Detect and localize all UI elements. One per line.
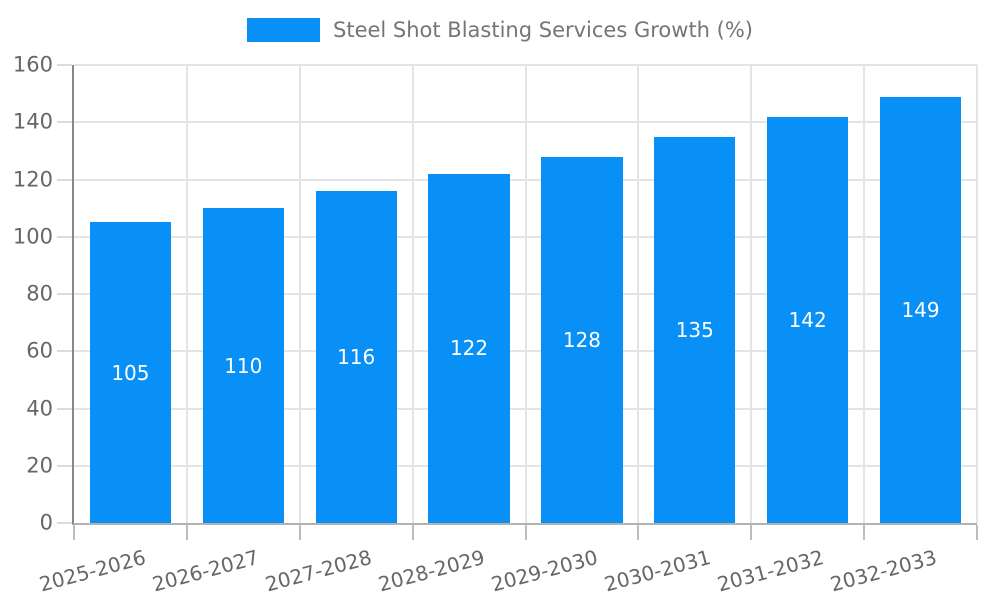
bar-value-label: 135 bbox=[675, 317, 714, 342]
bar[interactable]: 110 bbox=[202, 208, 284, 523]
x-axis-tick bbox=[524, 525, 527, 540]
y-axis-tick bbox=[57, 121, 72, 124]
x-axis-label: 2032-2033 bbox=[827, 545, 939, 597]
x-axis-tick bbox=[185, 525, 188, 540]
x-axis-tick bbox=[863, 525, 866, 540]
y-axis-tick bbox=[57, 407, 72, 410]
x-axis-tick bbox=[750, 525, 753, 540]
x-axis-label: 2028-2029 bbox=[375, 545, 488, 597]
x-axis-tick bbox=[976, 525, 978, 540]
bar[interactable]: 116 bbox=[315, 190, 397, 523]
y-axis-tick-label: 40 bbox=[26, 396, 53, 421]
x-axis-label: 2030-2031 bbox=[601, 545, 714, 597]
bar[interactable]: 142 bbox=[767, 116, 849, 523]
bar-value-label: 122 bbox=[449, 336, 489, 361]
bar-value-label: 110 bbox=[224, 353, 263, 378]
gridline-vertical bbox=[298, 65, 301, 523]
y-axis-tick bbox=[57, 522, 72, 524]
x-axis-tick bbox=[298, 525, 301, 540]
y-axis-tick bbox=[57, 350, 72, 353]
bar-value-label: 149 bbox=[901, 297, 940, 322]
chart-legend: Steel Shot Blasting Services Growth (%) bbox=[0, 18, 1000, 42]
y-axis-tick bbox=[57, 293, 72, 295]
bar-value-label: 142 bbox=[788, 307, 827, 332]
bar-value-label: 116 bbox=[337, 344, 376, 369]
legend-item[interactable]: Steel Shot Blasting Services Growth (%) bbox=[247, 18, 753, 42]
gridline-vertical bbox=[524, 65, 527, 523]
y-axis-tick bbox=[57, 64, 72, 66]
bar-value-label: 128 bbox=[562, 327, 602, 352]
y-axis-tick-label: 100 bbox=[12, 224, 53, 249]
legend-color-swatch bbox=[247, 18, 320, 42]
x-axis-label: 2029-2030 bbox=[488, 545, 601, 597]
x-axis-label: 2026-2027 bbox=[150, 545, 262, 597]
y-axis-tick-label: 0 bbox=[39, 510, 53, 535]
y-axis-tick bbox=[57, 464, 72, 467]
x-axis-tick bbox=[637, 525, 640, 540]
plot-area: 0 20 40 60 80 100 120 140 160 105 2025-2026 110 2026… bbox=[13, 53, 978, 596]
y-axis-tick-label: 160 bbox=[12, 52, 53, 77]
y-axis-tick bbox=[57, 235, 72, 238]
gridline-vertical bbox=[863, 65, 866, 523]
bar-value-label: 105 bbox=[111, 360, 150, 385]
x-axis-label: 2027-2028 bbox=[262, 545, 375, 597]
gridline-vertical bbox=[637, 65, 640, 523]
y-axis-tick-label: 120 bbox=[12, 167, 53, 192]
x-axis-tick bbox=[411, 525, 414, 540]
gridline-vertical bbox=[976, 65, 978, 523]
bar[interactable]: 135 bbox=[654, 136, 736, 523]
gridline-vertical bbox=[750, 65, 753, 523]
x-axis-tick bbox=[73, 525, 75, 540]
bar[interactable]: 149 bbox=[879, 96, 962, 523]
bar[interactable]: 128 bbox=[541, 156, 623, 523]
bar[interactable]: 122 bbox=[428, 173, 510, 523]
gridline-vertical bbox=[411, 65, 414, 523]
gridline-vertical bbox=[185, 65, 188, 523]
y-axis-tick-label: 80 bbox=[26, 281, 53, 306]
y-axis-tick-label: 20 bbox=[26, 453, 53, 478]
bar[interactable]: 105 bbox=[89, 222, 172, 523]
x-axis-label: 2025-2026 bbox=[37, 545, 149, 597]
y-axis-tick bbox=[57, 178, 72, 181]
y-axis-tick-label: 60 bbox=[26, 338, 53, 363]
legend-series-label: Steel Shot Blasting Services Growth (%) bbox=[333, 18, 753, 42]
x-axis-label: 2031-2032 bbox=[714, 545, 826, 597]
y-axis-tick-label: 140 bbox=[12, 109, 53, 134]
